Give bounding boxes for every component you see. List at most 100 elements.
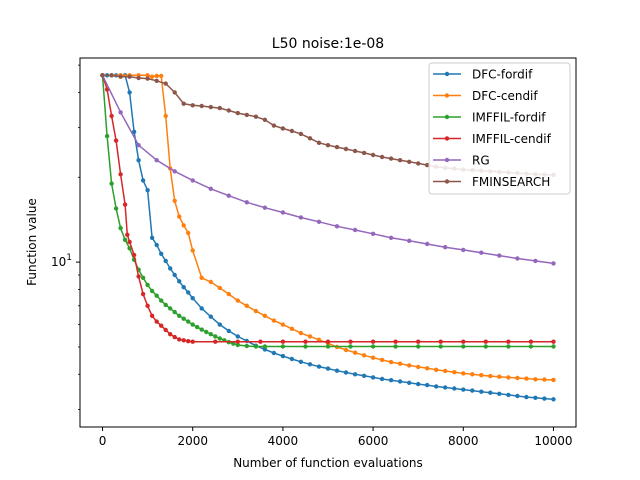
chart-title: L50 noise:1e-08 — [272, 36, 384, 52]
data-point — [154, 293, 159, 298]
data-point — [506, 375, 511, 380]
data-point — [136, 75, 141, 81]
data-point — [208, 314, 213, 319]
data-point — [533, 258, 538, 264]
data-point — [370, 375, 376, 380]
data-point — [271, 123, 277, 128]
legend-item: DFC-cendif — [433, 89, 538, 103]
data-point — [113, 206, 119, 211]
legend-label: IMFFIL-cendif — [472, 132, 552, 146]
data-point — [479, 250, 484, 255]
data-point — [118, 225, 123, 231]
data-point — [524, 394, 529, 400]
data-point — [127, 239, 132, 245]
data-point — [168, 332, 173, 337]
legend-item: RG — [433, 154, 490, 168]
legend-label: DFC-fordif — [472, 68, 533, 82]
data-point — [177, 337, 182, 342]
data-point — [483, 344, 488, 349]
data-point — [149, 235, 155, 240]
data-point — [397, 379, 403, 384]
data-point — [136, 274, 141, 279]
data-point — [434, 384, 439, 389]
data-point — [199, 103, 204, 109]
data-point — [352, 372, 358, 377]
x-tick-label: 4000 — [268, 434, 299, 448]
data-point — [370, 355, 376, 360]
data-point — [280, 353, 286, 359]
legend-label: FMINSEARCH — [472, 175, 550, 189]
data-point — [348, 339, 353, 344]
data-point — [226, 108, 231, 113]
data-point — [416, 364, 421, 370]
data-point — [434, 367, 439, 372]
data-point — [542, 377, 547, 382]
data-point — [352, 350, 358, 355]
data-point — [506, 344, 511, 349]
data-point — [172, 272, 177, 278]
data-point — [438, 339, 443, 344]
data-point — [334, 368, 340, 373]
data-point — [226, 328, 231, 334]
data-point — [172, 169, 177, 174]
data-point — [217, 322, 222, 327]
data-point — [528, 344, 534, 349]
data-point — [316, 364, 322, 369]
data-point — [172, 90, 177, 95]
data-point — [163, 113, 168, 119]
data-point — [416, 344, 421, 349]
x-axis-label: Number of function evaluations — [233, 456, 423, 470]
data-point — [307, 362, 313, 367]
data-point — [109, 73, 114, 78]
data-point — [416, 339, 421, 344]
data-point — [289, 356, 295, 362]
data-point — [271, 318, 277, 323]
data-point — [461, 344, 466, 349]
data-point — [388, 156, 394, 161]
legend-item: IMFFIL-cendif — [433, 132, 552, 146]
data-point — [303, 344, 308, 349]
data-point — [551, 397, 556, 402]
data-point — [190, 248, 195, 253]
data-point — [438, 344, 443, 349]
data-point — [280, 126, 286, 131]
data-point — [149, 74, 155, 79]
data-point — [343, 146, 349, 152]
data-point — [298, 330, 304, 336]
data-point — [470, 388, 475, 393]
data-point — [154, 78, 159, 84]
data-point — [361, 373, 367, 378]
data-point — [140, 178, 146, 183]
data-point — [280, 322, 286, 327]
data-point — [397, 158, 403, 163]
data-point — [388, 378, 394, 383]
data-point — [122, 202, 128, 207]
data-point — [131, 129, 137, 134]
data-point — [168, 306, 173, 311]
data-point — [217, 336, 222, 341]
data-point — [213, 339, 218, 344]
legend-item: IMFFIL-fordif — [433, 111, 546, 125]
legend-swatch-marker — [444, 71, 450, 77]
data-point — [379, 154, 385, 160]
data-point — [217, 285, 222, 291]
data-point — [253, 308, 259, 314]
data-point — [127, 90, 132, 95]
data-point — [506, 339, 511, 344]
data-point — [258, 339, 263, 344]
data-point — [407, 380, 412, 385]
data-point — [497, 391, 502, 396]
data-point — [154, 73, 159, 79]
data-point — [244, 343, 249, 349]
data-point — [551, 344, 556, 349]
data-point — [199, 327, 204, 332]
data-point — [379, 376, 385, 382]
data-point — [208, 186, 213, 191]
data-point — [416, 161, 421, 166]
data-point — [361, 353, 367, 358]
data-point — [307, 334, 313, 339]
data-point — [145, 76, 150, 81]
data-point — [316, 219, 322, 224]
data-point — [461, 387, 466, 392]
